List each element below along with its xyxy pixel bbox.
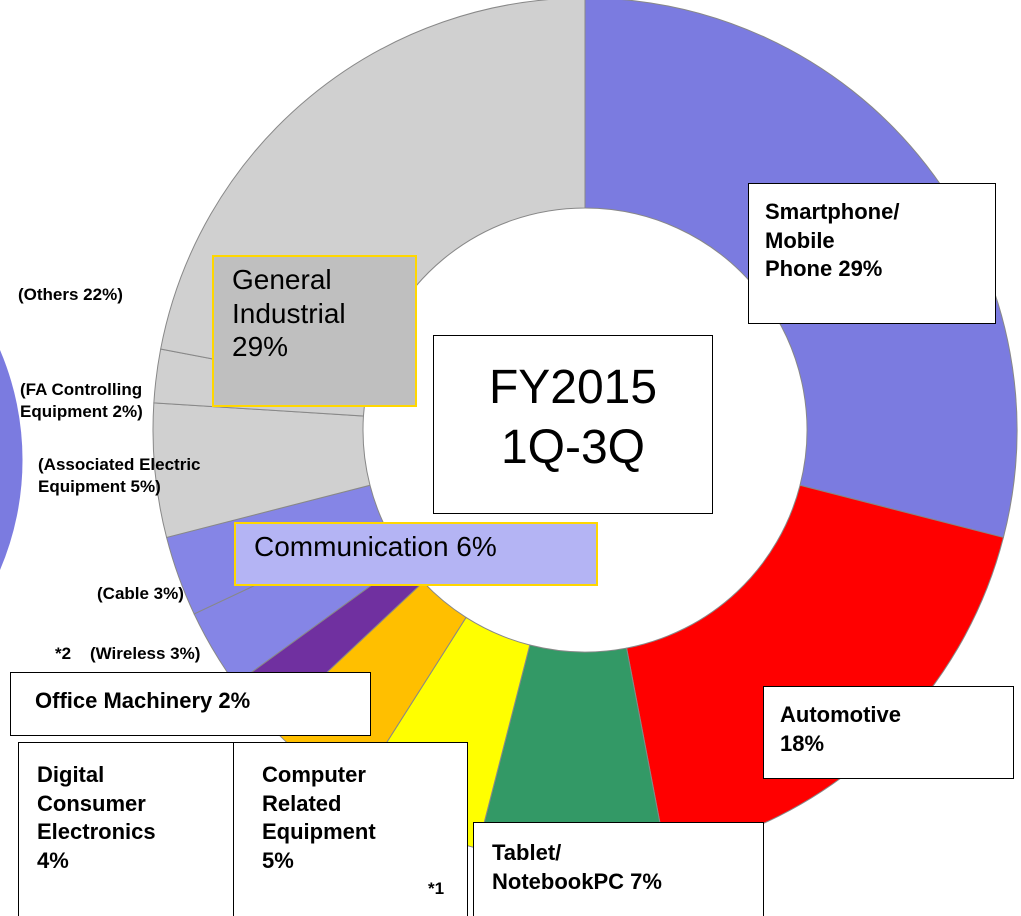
footnote: *1 <box>428 879 445 898</box>
segment-label: (Associated Electric Equipment 5%) <box>38 455 201 497</box>
group-label: General Industrial 29% <box>212 255 417 407</box>
segment-label: (Others 22%) <box>18 285 123 304</box>
donut-segment <box>626 484 1005 855</box>
segment-label: Computer Related Equipment 5% <box>233 742 468 916</box>
footnote: *2 <box>55 644 72 663</box>
segment-label: Tablet/ NotebookPC 7% <box>473 822 764 916</box>
segment-label: (Cable 3%) <box>97 584 184 603</box>
adjacent-chart-edge <box>0 350 23 570</box>
segment-label: Smartphone/ Mobile Phone 29% <box>748 183 996 324</box>
group-label: Communication 6% <box>234 522 598 586</box>
segment-label: Digital Consumer Electronics 4% <box>18 742 234 916</box>
segment-label: Automotive 18% <box>763 686 1014 779</box>
segment-label: Office Machinery 2% <box>10 672 371 736</box>
segment-label: (FA Controlling Equipment 2%) <box>20 380 143 422</box>
segment-label: (Wireless 3%) <box>90 644 201 663</box>
center-label: FY2015 1Q-3Q <box>433 335 713 514</box>
